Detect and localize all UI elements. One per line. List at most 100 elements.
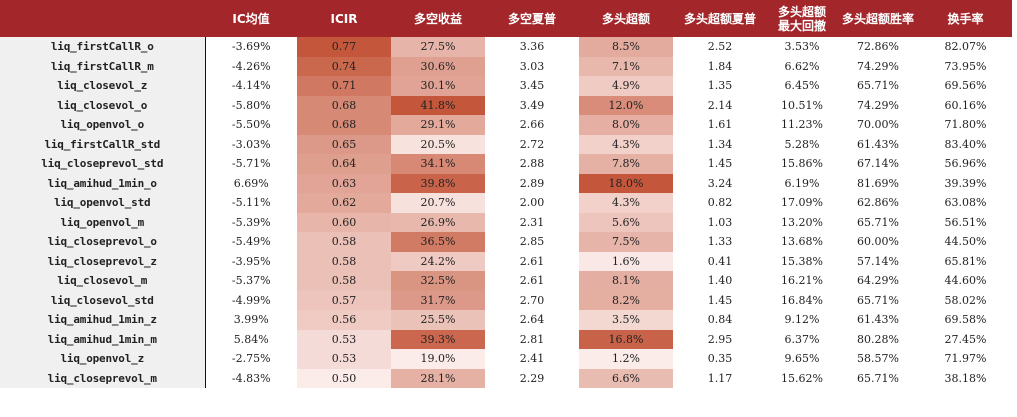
cell-long-excess-win-rate: 74.29% xyxy=(857,59,899,73)
table-row: liq_closevol_m -5.37% 0.58 32.5% 2.61 8.1% 1.4… xyxy=(0,271,1012,291)
cell-factor-name: liq_openvol_std xyxy=(0,193,206,213)
cell-long-excess-sharpe: 0.82 xyxy=(707,196,733,210)
cell-long-excess: 1.6% xyxy=(579,251,673,271)
cell-long-short-return: 29.1% xyxy=(391,115,485,135)
cell-long-short-sharpe: 2.29 xyxy=(519,371,545,385)
cell-ic-mean: 6.69% xyxy=(233,176,269,190)
cell-long-excess: 8.1% xyxy=(579,271,673,291)
header-long-excess-win-rate: 多头超额胜率 xyxy=(837,0,919,37)
cell-long-excess-win-rate: 65.71% xyxy=(857,371,899,385)
cell-long-short-sharpe: 2.88 xyxy=(519,157,545,171)
cell-long-short-sharpe: 2.00 xyxy=(519,196,545,210)
factor-performance-table: IC均值 ICIR 多空收益 多空夏普 多头超额 多头超额夏普 多头超额 最大回… xyxy=(0,0,1012,388)
cell-long-excess-sharpe: 3.24 xyxy=(707,176,733,190)
cell-long-short-sharpe: 3.49 xyxy=(519,98,545,112)
cell-long-short-return: 25.5% xyxy=(391,310,485,330)
cell-long-excess-win-rate: 80.28% xyxy=(857,332,899,346)
cell-long-short-return: 39.8% xyxy=(391,173,485,193)
cell-long-excess-sharpe: 1.34 xyxy=(707,137,733,151)
cell-long-short-sharpe: 3.45 xyxy=(519,79,545,93)
cell-ic-mean: -2.75% xyxy=(231,352,271,366)
cell-long-short-return: 34.1% xyxy=(391,154,485,174)
cell-long-excess-sharpe: 1.84 xyxy=(707,59,733,73)
cell-long-short-return: 30.6% xyxy=(391,56,485,76)
cell-factor-name: liq_closevol_z xyxy=(0,76,206,96)
cell-long-short-sharpe: 2.89 xyxy=(519,176,545,190)
cell-long-excess-win-rate: 61.43% xyxy=(857,313,899,327)
cell-long-excess-sharpe: 2.95 xyxy=(707,332,733,346)
cell-factor-name: liq_closeprevol_o xyxy=(0,232,206,252)
table-row: liq_closeprevol_m -4.83% 0.50 28.1% 2.29 6.6%… xyxy=(0,368,1012,388)
cell-long-excess-sharpe: 1.17 xyxy=(707,371,733,385)
cell-turnover: 65.81% xyxy=(944,254,987,268)
cell-long-short-return: 30.1% xyxy=(391,76,485,96)
cell-long-short-return: 36.5% xyxy=(391,232,485,252)
cell-long-excess: 4.3% xyxy=(579,134,673,154)
cell-icir: 0.53 xyxy=(297,329,391,349)
cell-long-excess-sharpe: 1.40 xyxy=(707,274,733,288)
cell-turnover: 71.80% xyxy=(944,118,987,132)
cell-factor-name: liq_openvol_m xyxy=(0,212,206,232)
cell-long-excess-max-drawdown: 9.12% xyxy=(784,313,820,327)
cell-icir: 0.53 xyxy=(297,349,391,369)
cell-long-excess-max-drawdown: 17.09% xyxy=(781,196,823,210)
cell-turnover: 60.16% xyxy=(944,98,987,112)
cell-turnover: 83.40% xyxy=(944,137,987,151)
table-row: liq_openvol_z -2.75% 0.53 19.0% 2.41 1.2% 0.35… xyxy=(0,349,1012,369)
cell-turnover: 71.97% xyxy=(944,352,987,366)
cell-long-short-sharpe: 2.72 xyxy=(519,137,545,151)
cell-factor-name: liq_openvol_z xyxy=(0,349,206,369)
table-row: liq_amihud_1min_m 5.84% 0.53 39.3% 2.81 16.8%… xyxy=(0,329,1012,349)
cell-factor-name: liq_amihud_1min_z xyxy=(0,310,206,330)
cell-long-excess-max-drawdown: 9.65% xyxy=(784,352,820,366)
table-body: liq_firstCallR_o -3.69% 0.77 27.5% 3.36 8.5% 2… xyxy=(0,37,1012,388)
cell-long-excess-sharpe: 2.14 xyxy=(707,98,733,112)
cell-long-excess-max-drawdown: 6.45% xyxy=(784,79,820,93)
cell-long-excess-win-rate: 65.71% xyxy=(857,79,899,93)
cell-factor-name: liq_closevol_std xyxy=(0,290,206,310)
cell-ic-mean: -3.03% xyxy=(231,137,271,151)
table-header: IC均值 ICIR 多空收益 多空夏普 多头超额 多头超额夏普 多头超额 最大回… xyxy=(0,0,1012,37)
header-turnover: 换手率 xyxy=(919,0,1012,37)
cell-long-excess-max-drawdown: 15.86% xyxy=(781,157,823,171)
cell-long-short-sharpe: 2.70 xyxy=(519,293,545,307)
cell-long-excess-sharpe: 0.84 xyxy=(707,313,733,327)
cell-long-short-sharpe: 2.41 xyxy=(519,352,545,366)
cell-long-short-sharpe: 2.61 xyxy=(519,254,545,268)
cell-ic-mean: -3.69% xyxy=(231,40,271,54)
cell-long-short-return: 28.1% xyxy=(391,368,485,388)
cell-ic-mean: -5.49% xyxy=(231,235,271,249)
cell-long-excess-max-drawdown: 6.37% xyxy=(784,332,820,346)
cell-turnover: 38.18% xyxy=(944,371,987,385)
cell-long-excess-win-rate: 72.86% xyxy=(857,40,899,54)
table-row: liq_closeprevol_z -3.95% 0.58 24.2% 2.61 1.6%… xyxy=(0,251,1012,271)
table-row: liq_amihud_1min_o 6.69% 0.63 39.8% 2.89 18.0%… xyxy=(0,173,1012,193)
cell-ic-mean: -4.14% xyxy=(231,79,271,93)
cell-turnover: 63.08% xyxy=(944,196,987,210)
cell-icir: 0.68 xyxy=(297,95,391,115)
header-row: IC均值 ICIR 多空收益 多空夏普 多头超额 多头超额夏普 多头超额 最大回… xyxy=(0,0,1012,37)
cell-long-excess-sharpe: 0.41 xyxy=(707,254,733,268)
cell-long-short-return: 19.0% xyxy=(391,349,485,369)
cell-long-excess: 7.5% xyxy=(579,232,673,252)
cell-long-excess-sharpe: 1.35 xyxy=(707,79,733,93)
cell-long-excess-win-rate: 65.71% xyxy=(857,215,899,229)
table-row: liq_openvol_std -5.11% 0.62 20.7% 2.00 4.3% 0.… xyxy=(0,193,1012,213)
cell-long-excess: 4.9% xyxy=(579,76,673,96)
cell-long-short-return: 32.5% xyxy=(391,271,485,291)
cell-long-excess-max-drawdown: 15.38% xyxy=(781,254,823,268)
table-row: liq_amihud_1min_z 3.99% 0.56 25.5% 2.64 3.5% 0… xyxy=(0,310,1012,330)
header-ic-mean: IC均值 xyxy=(205,0,297,37)
cell-long-excess-sharpe: 0.35 xyxy=(707,352,733,366)
cell-icir: 0.77 xyxy=(297,37,391,57)
cell-long-excess: 7.8% xyxy=(579,154,673,174)
cell-ic-mean: -3.95% xyxy=(231,254,271,268)
cell-long-excess-max-drawdown: 13.20% xyxy=(781,215,823,229)
cell-ic-mean: -4.83% xyxy=(231,371,271,385)
cell-long-short-sharpe: 2.85 xyxy=(519,235,545,249)
cell-icir: 0.68 xyxy=(297,115,391,135)
header-factor-name xyxy=(0,0,205,37)
table-row: liq_closevol_std -4.99% 0.57 31.7% 2.70 8.2% 1… xyxy=(0,290,1012,310)
cell-long-excess-sharpe: 1.45 xyxy=(707,293,733,307)
cell-ic-mean: -5.80% xyxy=(231,98,271,112)
